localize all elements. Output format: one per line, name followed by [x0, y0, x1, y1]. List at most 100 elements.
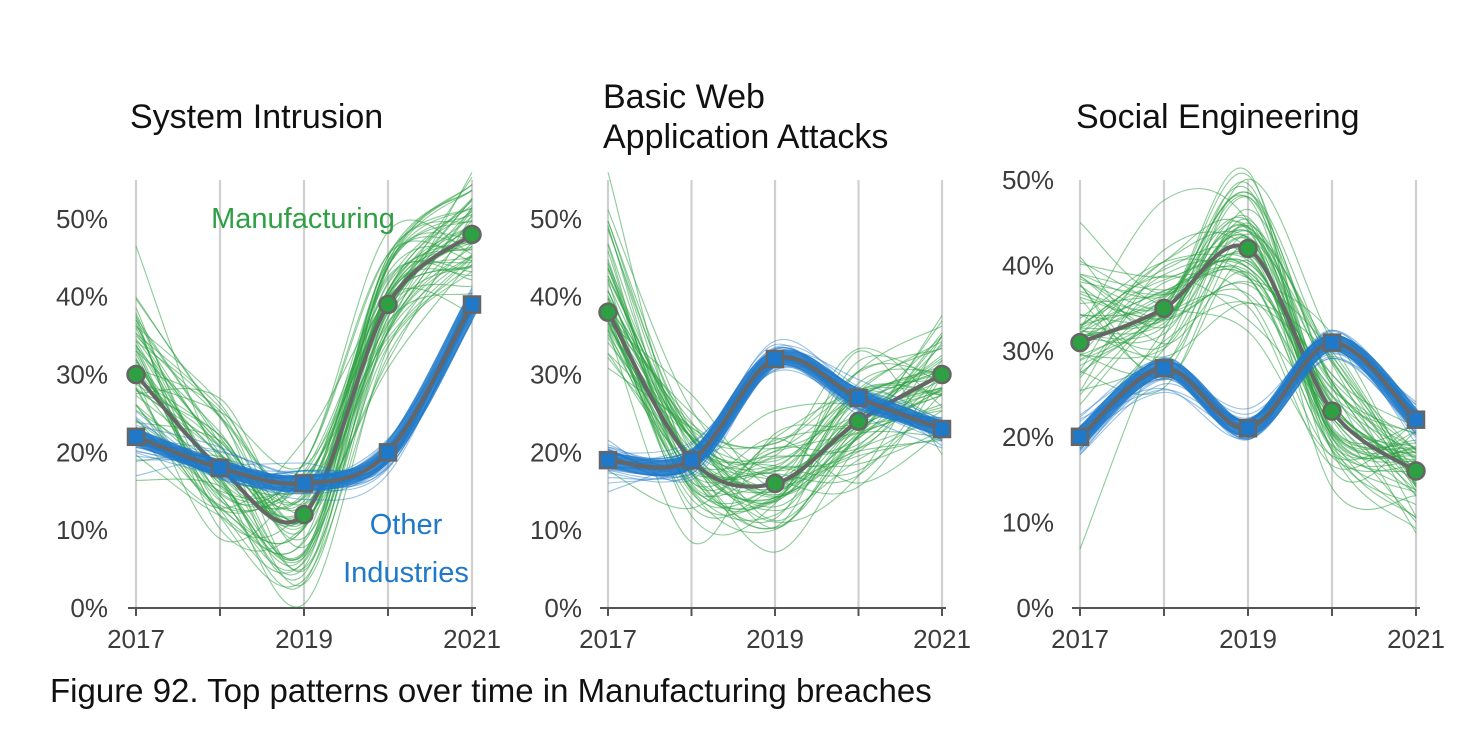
data-point [1406, 461, 1426, 481]
sample-line [1079, 254, 1417, 454]
data-point [1070, 332, 1090, 353]
data-point [378, 294, 398, 315]
series-other_industries [598, 338, 952, 493]
data-point [849, 388, 868, 408]
data-point [1154, 359, 1174, 378]
panel-title: Basic Web [603, 78, 765, 116]
sample-line [607, 275, 943, 496]
series-label-other_industries: Other [370, 509, 443, 541]
y-tick-label: 0% [1016, 593, 1054, 623]
sample-line [607, 312, 943, 484]
sample-line [1079, 214, 1417, 444]
x-tick-label: 2021 [443, 624, 501, 654]
chart-panels: System Intrusion 0% 10% 20% 30% 40% 50% 2017 201… [56, 78, 1445, 654]
sample-line [135, 198, 473, 509]
data-point [1238, 418, 1258, 438]
series-label-manufacturing: Manufacturing [211, 203, 395, 235]
sample-line [1079, 194, 1417, 459]
y-tick-label: 20% [530, 437, 582, 467]
y-tick-label: 30% [530, 360, 582, 390]
y-tick-label: 50% [56, 204, 108, 234]
panel-title: System Intrusion [130, 98, 383, 136]
x-tick-label: 2017 [1051, 624, 1109, 654]
sample-line [135, 206, 473, 506]
data-point [1322, 333, 1342, 352]
sample-line [607, 303, 943, 484]
sample-line [1079, 301, 1417, 485]
sample-line [1079, 191, 1417, 463]
sample-line [1079, 230, 1417, 485]
y-tick-label: 10% [56, 515, 108, 545]
y-tick-label: 0% [544, 593, 582, 623]
sample-line [135, 207, 473, 506]
sample-line [1079, 218, 1417, 506]
sample-line [1079, 259, 1417, 461]
sample-line [135, 239, 473, 561]
data-point [1406, 410, 1426, 429]
y-tick-label: 0% [70, 593, 108, 623]
sample-line [607, 316, 943, 474]
y-tick-label: 30% [56, 360, 108, 390]
data-point [682, 450, 701, 470]
sample-line [135, 245, 473, 571]
sample-line [1079, 302, 1417, 483]
sample-line [1079, 260, 1417, 477]
data-point [378, 443, 398, 462]
y-tick-label: 40% [56, 282, 108, 312]
sample-line [607, 311, 943, 522]
sample-line [1079, 278, 1417, 523]
x-tick-label: 2019 [1219, 624, 1277, 654]
sample-line [607, 327, 943, 497]
data-point [765, 473, 785, 494]
y-tick-label: 50% [530, 204, 582, 234]
data-point [462, 295, 482, 314]
sample-line [135, 207, 473, 556]
data-point [1322, 401, 1342, 421]
data-point [598, 302, 618, 323]
sample-line [1079, 259, 1417, 491]
sample-line [607, 342, 943, 464]
figure-caption: Figure 92. Top patterns over time in Man… [50, 672, 932, 709]
sample-line [135, 270, 473, 548]
sample-line [607, 262, 943, 492]
y-tick-label: 30% [1002, 336, 1054, 366]
data-point [848, 411, 869, 431]
sample-line [1079, 216, 1417, 458]
y-tick-label: 50% [1002, 165, 1054, 195]
data-point [126, 364, 146, 385]
y-tick-label: 10% [1002, 507, 1054, 537]
panel-title: Social Engineering [1076, 98, 1360, 136]
sample-line [607, 172, 943, 513]
sample-line [1079, 191, 1417, 451]
sample-line [135, 245, 473, 510]
data-point [294, 504, 314, 525]
chart-panel-3: Social Engineering 0% 10% 20% 30% 40% 50% 2017 2… [1002, 98, 1445, 654]
sample-line [1079, 188, 1417, 463]
x-tick-label: 2019 [746, 624, 804, 654]
sample-line [607, 228, 943, 512]
series-manufacturing [1070, 167, 1426, 550]
y-tick-label: 10% [530, 515, 582, 545]
sample-line [1079, 178, 1417, 476]
sample-line [1079, 293, 1417, 470]
chart-panel-1: System Intrusion 0% 10% 20% 30% 40% 50% 2017 201… [56, 98, 501, 654]
y-tick-label: 20% [56, 437, 108, 467]
y-tick-label: 40% [1002, 251, 1054, 281]
data-point [210, 458, 230, 478]
data-point [462, 224, 482, 245]
sample-line [607, 316, 943, 510]
y-tick-label: 40% [530, 282, 582, 312]
data-point [932, 419, 952, 439]
x-tick-label: 2017 [579, 624, 637, 654]
data-point [765, 349, 785, 369]
panel-title: Application Attacks [603, 118, 888, 156]
data-point [1070, 427, 1090, 447]
data-point [598, 450, 618, 470]
data-point [126, 427, 146, 447]
y-tick-label: 20% [1002, 422, 1054, 452]
series-other_industries [1070, 329, 1426, 456]
sample-line [607, 337, 943, 524]
x-tick-label: 2021 [1387, 624, 1445, 654]
